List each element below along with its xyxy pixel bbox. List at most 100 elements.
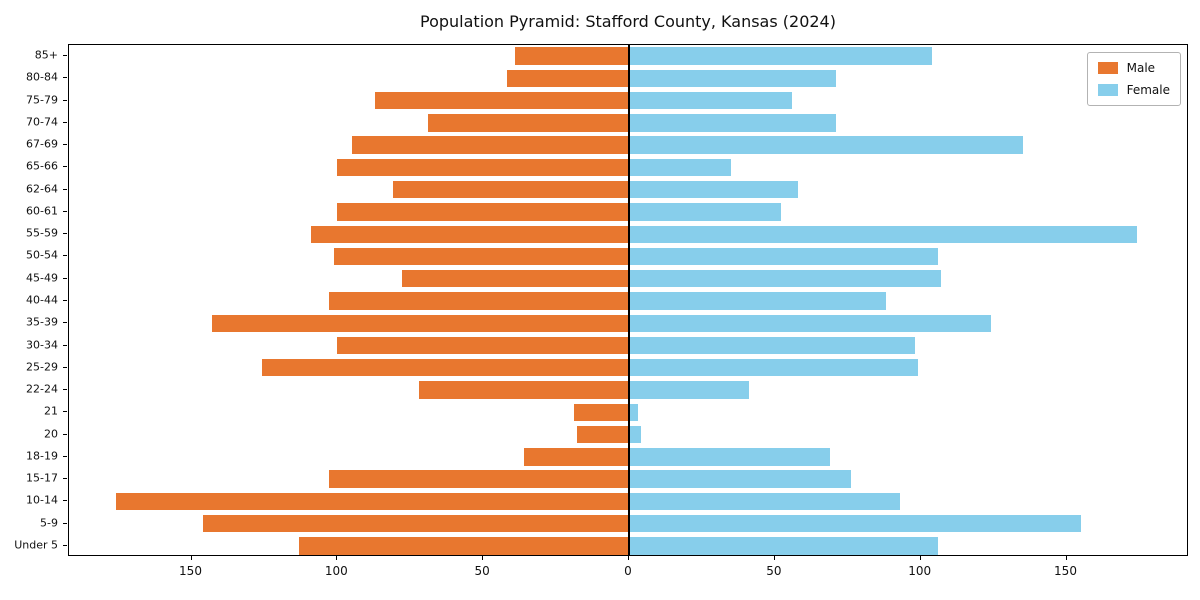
bar-male [328, 470, 629, 488]
bar-male [211, 314, 629, 332]
bar-female [629, 47, 933, 65]
bar-male [427, 114, 629, 132]
legend-item-male: Male [1097, 61, 1170, 75]
male-legend-swatch [1097, 62, 1118, 74]
bar-female [629, 336, 915, 355]
bar-female [629, 359, 918, 377]
bar-female [629, 403, 638, 421]
y-tick-label: 40-44 [26, 293, 58, 307]
y-axis: 85+ 80-84 75-79 70-74 67-69 65-66 62-64 60-61 55… [0, 44, 68, 556]
bar-female [629, 114, 837, 132]
bar-male [576, 425, 629, 444]
y-tick-label: 22-24 [26, 382, 58, 396]
y-tick-label: 80-84 [26, 70, 58, 84]
bar-female [629, 91, 793, 110]
y-tick-label: 5-9 [40, 516, 58, 530]
bar-female [629, 314, 991, 332]
y-tick-label: 55-59 [26, 226, 58, 240]
x-tick-label: 100 [324, 564, 348, 578]
bar-male [392, 181, 629, 199]
y-tick-mark [63, 411, 67, 413]
y-tick-label: 21 [44, 404, 58, 418]
y-tick-label: 50-54 [26, 248, 58, 262]
y-tick-mark [63, 166, 67, 168]
y-tick-label: 10-14 [26, 493, 58, 507]
y-tick-mark [63, 233, 67, 235]
y-tick-mark [63, 99, 67, 101]
y-tick-mark [63, 544, 67, 546]
bar-female [629, 247, 939, 266]
bar-female [629, 492, 901, 511]
bar-male [299, 537, 629, 555]
bar-male [261, 359, 629, 377]
bar-female [629, 158, 732, 177]
bar-male [351, 136, 629, 154]
y-tick-mark [63, 344, 67, 346]
x-tick-label: 0 [624, 564, 632, 578]
x-tick-label: 100 [908, 564, 932, 578]
bar-female [629, 270, 942, 288]
y-tick-label: 18-19 [26, 449, 58, 463]
bar-male [524, 448, 629, 466]
bar-male [337, 203, 629, 221]
y-tick-mark [63, 322, 67, 324]
bar-female [629, 225, 1137, 243]
y-tick-mark [63, 366, 67, 368]
legend-label-male: Male [1126, 61, 1156, 75]
y-tick-mark [63, 77, 67, 79]
y-tick-mark [63, 210, 67, 212]
y-tick-label: 30-34 [26, 338, 58, 352]
y-tick-mark [63, 144, 67, 146]
legend-label-female: Female [1126, 83, 1170, 97]
bar-female [629, 470, 851, 488]
plot-area: Male Female [68, 44, 1188, 556]
y-tick-label: 75-79 [26, 93, 58, 107]
bar-male [115, 492, 629, 511]
x-tick-label: 50 [474, 564, 490, 578]
bar-male [506, 69, 629, 88]
y-tick-label: 65-66 [26, 159, 58, 173]
legend: Male Female [1086, 52, 1181, 106]
y-tick-label: Under 5 [14, 538, 58, 552]
y-tick-mark [63, 478, 67, 480]
x-tick-mark [1065, 556, 1067, 560]
chart-title: Population Pyramid: Stafford County, Kan… [420, 12, 836, 31]
y-tick-mark [63, 500, 67, 502]
x-tick-mark [773, 556, 775, 560]
y-tick-label: 20 [44, 427, 58, 441]
bar-female [629, 181, 799, 199]
y-tick-label: 70-74 [26, 115, 58, 129]
bar-male [419, 381, 629, 399]
bar-female [629, 514, 1082, 533]
y-tick-label: 35-39 [26, 315, 58, 329]
legend-item-female: Female [1097, 83, 1170, 97]
y-tick-mark [63, 300, 67, 301]
bar-female [629, 292, 886, 310]
bar-female [629, 425, 641, 444]
bar-male [573, 403, 629, 421]
x-tick-mark [482, 556, 484, 560]
bar-female [629, 203, 781, 221]
x-tick-mark [919, 556, 921, 560]
bar-male [328, 292, 629, 310]
y-tick-label: 45-49 [26, 271, 58, 285]
bar-male [515, 47, 629, 65]
bar-male [311, 225, 629, 243]
bar-male [334, 247, 629, 266]
x-tick-label: 50 [766, 564, 782, 578]
x-tick-mark [190, 556, 192, 560]
bar-male [401, 270, 629, 288]
bar-male [203, 514, 629, 533]
y-tick-mark [63, 188, 67, 190]
y-tick-mark [63, 255, 67, 257]
x-tick-label: 150 [1054, 564, 1077, 578]
y-tick-mark [63, 55, 67, 57]
y-tick-label: 62-64 [26, 182, 58, 196]
y-tick-mark [63, 522, 67, 524]
bar-male [337, 336, 629, 355]
bar-male [337, 158, 629, 177]
y-tick-mark [63, 121, 67, 123]
bar-female [629, 69, 837, 88]
y-tick-mark [63, 389, 67, 391]
